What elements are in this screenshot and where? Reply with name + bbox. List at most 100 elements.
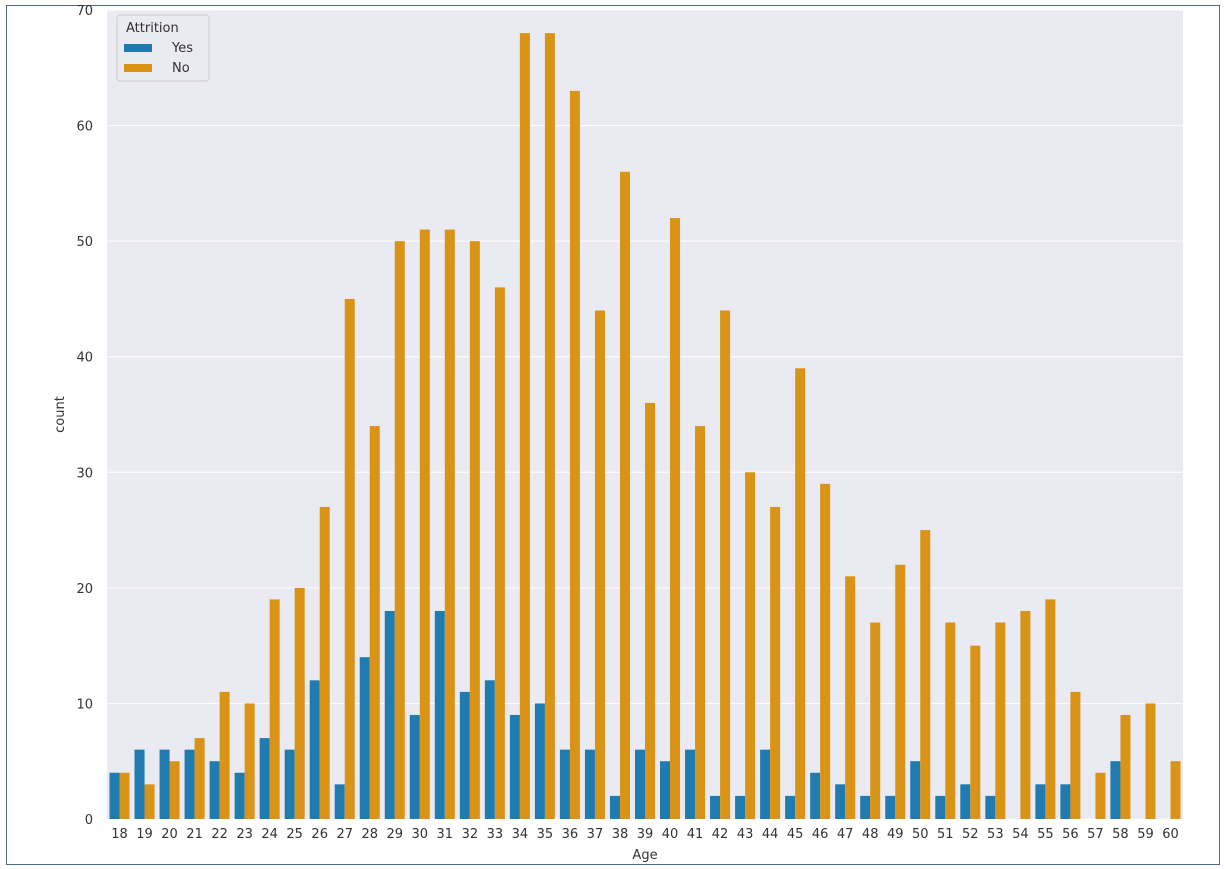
bar-no-55: [1045, 599, 1056, 819]
bar-no-26: [319, 506, 330, 819]
bar-no-53: [995, 622, 1006, 819]
y-tick-label: 30: [76, 466, 93, 481]
bar-no-56: [1070, 691, 1081, 819]
bar-yes-30: [409, 714, 420, 819]
x-tick-label: 59: [1137, 827, 1154, 842]
bar-yes-20: [159, 749, 170, 819]
x-tick-label: 57: [1087, 827, 1104, 842]
x-tick-label: 39: [637, 827, 654, 842]
bar-yes-22: [209, 761, 220, 819]
bar-no-47: [845, 576, 856, 819]
x-tick-label: 35: [537, 827, 554, 842]
legend-swatch-no: [124, 64, 152, 72]
bar-no-59: [1145, 703, 1156, 819]
legend: Attrition Yes No: [116, 14, 210, 82]
bar-no-19: [144, 784, 155, 819]
bar-yes-28: [359, 657, 370, 819]
x-tick-label: 27: [336, 827, 353, 842]
legend-label-no: No: [172, 61, 190, 76]
x-tick-label: 20: [161, 827, 178, 842]
bar-no-36: [569, 90, 580, 819]
bar-yes-52: [960, 784, 971, 819]
bar-no-35: [544, 33, 555, 820]
bar-yes-29: [384, 610, 395, 819]
legend-label-yes: Yes: [171, 41, 193, 56]
bar-no-45: [795, 368, 806, 819]
bar-yes-18: [109, 772, 120, 819]
x-tick-label: 28: [361, 827, 378, 842]
x-tick-label: 21: [186, 827, 203, 842]
bar-yes-48: [860, 795, 871, 819]
bar-yes-43: [735, 795, 746, 819]
x-tick-label: 45: [787, 827, 804, 842]
x-tick-label: 31: [437, 827, 454, 842]
bar-yes-24: [259, 738, 270, 819]
x-tick-label: 33: [487, 827, 504, 842]
x-tick-label: 60: [1162, 827, 1179, 842]
bar-no-42: [720, 310, 731, 819]
bar-yes-23: [234, 772, 245, 819]
x-tick-label: 36: [562, 827, 579, 842]
x-tick-label: 43: [737, 827, 754, 842]
bar-yes-31: [434, 610, 445, 819]
bar-no-54: [1020, 610, 1031, 819]
y-tick-label: 50: [76, 235, 93, 250]
bar-yes-19: [134, 749, 145, 819]
bar-yes-55: [1035, 784, 1046, 819]
bar-no-49: [895, 564, 906, 819]
x-tick-label: 55: [1037, 827, 1054, 842]
bar-yes-38: [609, 795, 620, 819]
bar-no-23: [244, 703, 255, 819]
bar-no-57: [1095, 772, 1106, 819]
y-tick-labels: 0 10 20 30 40 50 60 70: [76, 4, 93, 828]
x-tick-label: 23: [236, 827, 253, 842]
bar-no-48: [870, 622, 881, 819]
x-tick-label: 48: [862, 827, 879, 842]
y-tick-label: 0: [85, 813, 93, 828]
y-tick-label: 20: [76, 582, 93, 597]
bar-yes-58: [1110, 761, 1121, 819]
x-tick-label: 37: [587, 827, 604, 842]
x-tick-label: 18: [111, 827, 128, 842]
x-tick-label: 50: [912, 827, 929, 842]
bar-yes-36: [559, 749, 570, 819]
y-axis-label: count: [53, 396, 68, 433]
x-tick-label: 54: [1012, 827, 1029, 842]
bar-yes-39: [634, 749, 645, 819]
x-tick-label: 22: [211, 827, 228, 842]
bar-yes-47: [835, 784, 846, 819]
x-tick-label: 56: [1062, 827, 1079, 842]
bar-no-41: [695, 426, 706, 819]
y-tick-label: 40: [76, 351, 93, 366]
bar-yes-27: [334, 784, 345, 819]
bar-no-52: [970, 645, 981, 819]
x-tick-label: 42: [712, 827, 729, 842]
y-tick-label: 60: [76, 120, 93, 135]
bar-yes-56: [1060, 784, 1071, 819]
bar-no-40: [670, 218, 681, 819]
bar-no-60: [1170, 761, 1181, 819]
x-tick-label: 41: [687, 827, 704, 842]
x-tick-label: 32: [462, 827, 479, 842]
bar-no-38: [619, 171, 630, 820]
bar-no-46: [820, 483, 831, 819]
x-tick-labels: 18 19 20 21 22 23 24 25 26 27 28 29 30 31 32 33 34 35 36 37…: [111, 827, 1179, 842]
x-tick-label: 51: [937, 827, 954, 842]
x-tick-label: 34: [512, 827, 529, 842]
x-tick-label: 49: [887, 827, 904, 842]
bar-yes-35: [534, 703, 545, 819]
bar-no-24: [269, 599, 280, 819]
bar-yes-42: [710, 795, 721, 819]
y-tick-label: 10: [76, 697, 93, 712]
x-tick-label: 44: [762, 827, 779, 842]
bar-yes-51: [935, 795, 946, 819]
bar-no-27: [344, 298, 355, 819]
bar-yes-40: [660, 761, 671, 819]
bar-no-33: [494, 287, 505, 819]
bar-no-37: [594, 310, 605, 819]
bar-no-20: [169, 761, 180, 819]
bar-yes-21: [184, 749, 195, 819]
x-tick-label: 26: [311, 827, 328, 842]
bar-yes-45: [785, 795, 796, 819]
legend-title: Attrition: [126, 21, 179, 36]
